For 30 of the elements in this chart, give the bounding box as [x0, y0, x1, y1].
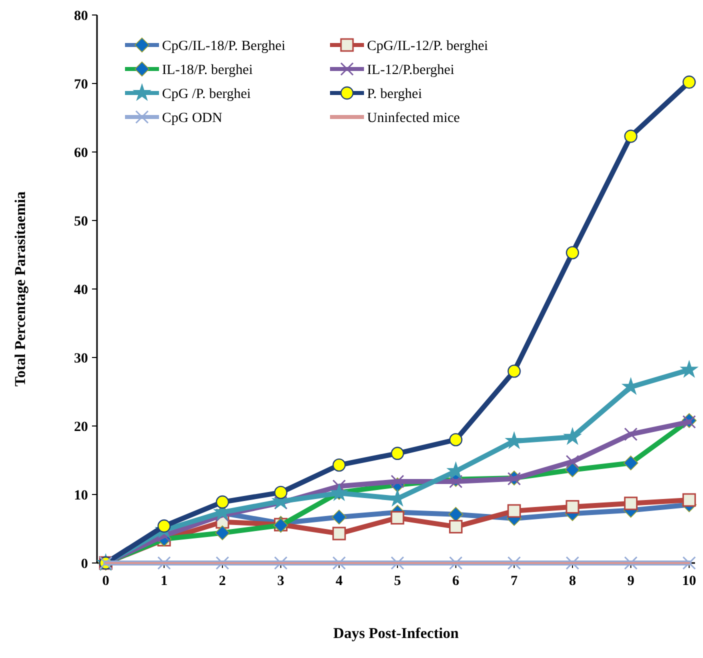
- x-tick-label: 2: [218, 574, 226, 589]
- x-tick-label: 5: [394, 574, 401, 589]
- y-axis-title: Total Percentage Parasitaemia: [13, 191, 29, 386]
- legend-label: IL-12/P.berghei: [367, 62, 454, 78]
- y-tick-label: 30: [74, 351, 88, 366]
- x-tick-label: 10: [682, 574, 696, 589]
- y-tick-label: 40: [74, 282, 88, 298]
- y-tick-label: 10: [74, 488, 88, 504]
- legend-label: CpG ODN: [162, 110, 222, 126]
- legend-label: CpG/IL-12/P. berghei: [367, 38, 488, 54]
- x-tick-label: 1: [160, 574, 168, 589]
- legend-label: IL-18/P. berghei: [162, 62, 253, 78]
- x-axis-title: Days Post-Infection: [333, 626, 460, 642]
- y-tick-label: 20: [74, 420, 88, 435]
- x-tick-label: 6: [452, 574, 460, 589]
- x-tick-label: 9: [627, 574, 634, 589]
- x-tick-label: 8: [568, 574, 576, 589]
- y-tick-label: 0: [81, 556, 88, 572]
- legend-label: Uninfected mice: [367, 110, 460, 126]
- x-tick-label: 7: [510, 574, 518, 589]
- x-tick-label: 3: [277, 574, 284, 589]
- y-tick-label: 60: [74, 146, 88, 161]
- legend-label: CpG /P. berghei: [162, 86, 251, 102]
- legend-label: CpG/IL-18/P. Berghei: [162, 38, 286, 54]
- legend-label: P. berghei: [367, 86, 422, 102]
- x-tick-label: 0: [102, 574, 110, 589]
- y-tick-label: 70: [74, 77, 88, 92]
- y-tick-label: 50: [74, 214, 88, 230]
- y-tick-label: 80: [74, 8, 88, 24]
- x-tick-label: 4: [336, 574, 343, 589]
